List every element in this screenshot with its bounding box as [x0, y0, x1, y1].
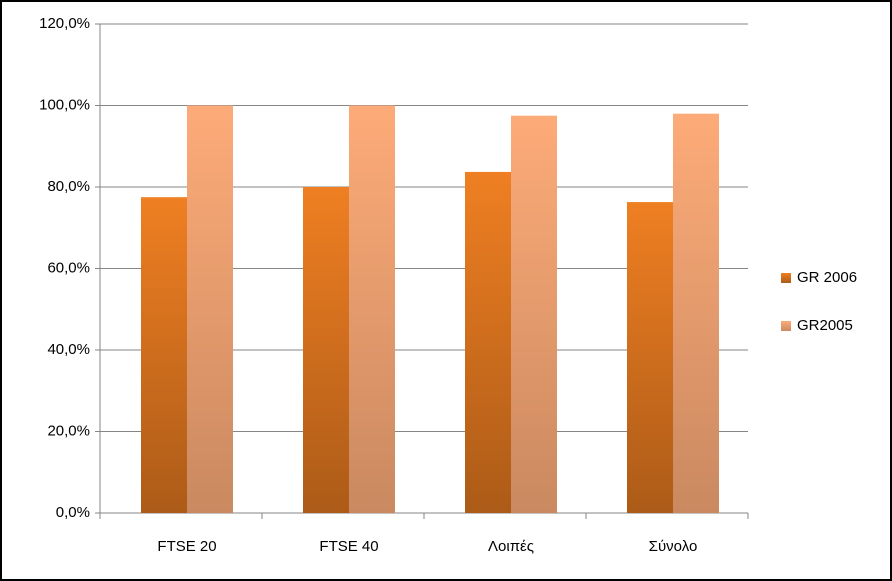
- legend-swatch: [781, 273, 791, 283]
- y-tick-label: 0,0%: [56, 504, 90, 521]
- x-tick-label: Σύνολο: [649, 538, 698, 555]
- y-tick-label: 80,0%: [47, 178, 90, 195]
- y-tick-label: 40,0%: [47, 341, 90, 358]
- bar: [673, 113, 719, 514]
- bar: [141, 197, 187, 513]
- bar: [303, 187, 349, 513]
- legend-label: GR 2006: [797, 269, 857, 286]
- legend-swatch: [781, 321, 791, 331]
- y-tick-label: 100,0%: [39, 96, 90, 113]
- bar: [349, 105, 395, 513]
- x-tick-label: FTSE 40: [319, 538, 378, 555]
- bar: [465, 171, 511, 514]
- y-tick-label: 20,0%: [47, 422, 90, 439]
- x-tick-label: FTSE 20: [157, 538, 216, 555]
- bar: [627, 202, 673, 513]
- bar: [511, 115, 557, 513]
- y-tick-label: 60,0%: [47, 259, 90, 276]
- bar: [187, 105, 233, 513]
- x-tick-label: Λοιπές: [488, 538, 534, 555]
- y-tick-label: 120,0%: [39, 15, 90, 32]
- legend-label: GR2005: [797, 317, 853, 334]
